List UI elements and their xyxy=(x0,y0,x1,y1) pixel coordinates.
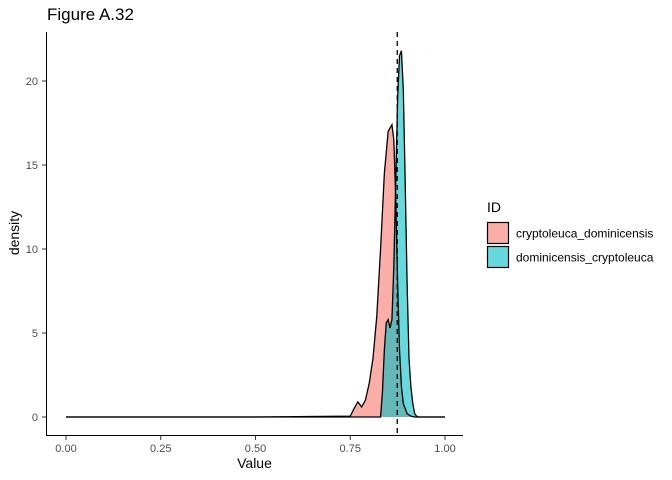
x-tick-label: 1.00 xyxy=(434,443,455,455)
density-lines xyxy=(66,50,445,418)
y-tick-label: 10 xyxy=(26,244,38,256)
legend-label-dominicensis_cryptoleuca: dominicensis_cryptoleuca xyxy=(516,251,654,265)
y-axis-title: density xyxy=(6,211,22,255)
density-line-cryptoleuca_dominicensis xyxy=(66,122,445,418)
x-tick-label: 0.75 xyxy=(340,443,361,455)
density-area-dominicensis_cryptoleuca xyxy=(66,50,445,417)
legend-title: ID xyxy=(487,199,501,215)
y-axis-ticks: 0 5 10 15 20 xyxy=(26,76,47,424)
x-axis-ticks: 0.00 0.25 0.50 0.75 1.00 xyxy=(55,435,456,455)
x-axis-title: Value xyxy=(237,455,272,471)
density-areas xyxy=(66,50,445,418)
y-tick-label: 5 xyxy=(32,328,38,340)
y-tick-label: 0 xyxy=(32,412,38,424)
density-line-dominicensis_cryptoleuca xyxy=(66,50,445,418)
legend-key-cryptoleuca_dominicensis xyxy=(486,221,510,245)
y-tick-label: 15 xyxy=(26,160,38,172)
x-tick-label: 0.00 xyxy=(55,443,76,455)
chart-title: Figure A.32 xyxy=(47,5,134,24)
x-tick-label: 0.50 xyxy=(245,443,266,455)
legend: ID cryptoleuca_dominicensis dominicensis_… xyxy=(486,199,654,269)
legend-key-dominicensis_cryptoleuca xyxy=(486,245,510,269)
legend-label-cryptoleuca_dominicensis: cryptoleuca_dominicensis xyxy=(516,227,653,241)
y-tick-label: 20 xyxy=(26,76,38,88)
x-tick-label: 0.25 xyxy=(150,443,171,455)
